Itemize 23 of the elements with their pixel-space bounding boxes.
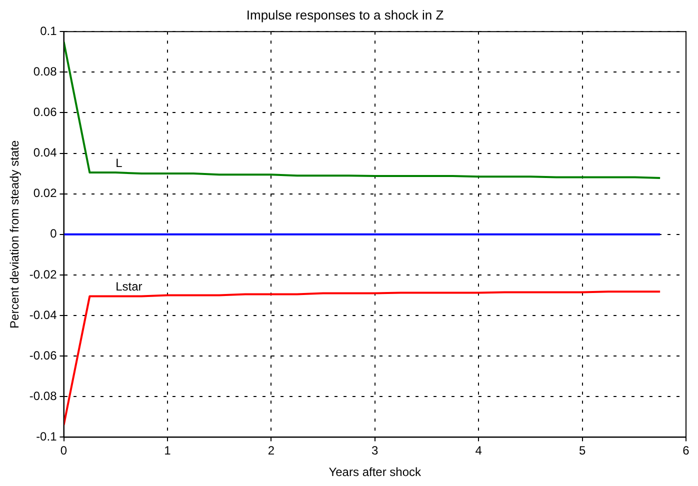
chart-title: Impulse responses to a shock in Z bbox=[246, 7, 444, 22]
x-tick-label: 0 bbox=[60, 444, 68, 458]
y-tick-label: 0.06 bbox=[33, 105, 58, 120]
y-tick-label: 0.1 bbox=[40, 24, 58, 38]
series-label: L bbox=[116, 156, 123, 170]
x-tick-label: 5 bbox=[578, 444, 586, 458]
y-tick-label: 0.08 bbox=[33, 64, 58, 78]
y-tick-label: 0.04 bbox=[33, 146, 58, 160]
y-tick-label: -0.02 bbox=[29, 267, 58, 282]
x-tick-label: 6 bbox=[682, 444, 690, 458]
x-tick-label: 1 bbox=[164, 444, 172, 458]
y-axis-title: Percent deviation from steady state bbox=[8, 140, 22, 328]
x-tick-label: 3 bbox=[372, 444, 379, 458]
y-tick-label: -0.08 bbox=[29, 388, 58, 403]
x-tick-label: 4 bbox=[475, 444, 482, 458]
y-tick-label: -0.06 bbox=[29, 348, 58, 362]
x-tick-label: 2 bbox=[268, 444, 275, 458]
y-tick-label: 0.02 bbox=[33, 186, 58, 200]
y-tick-label: -0.04 bbox=[29, 308, 58, 322]
series-label: Lstar bbox=[116, 280, 142, 294]
x-axis-title: Years after shock bbox=[328, 465, 422, 480]
y-tick-label: -0.1 bbox=[36, 430, 58, 444]
y-tick-label: 0 bbox=[50, 226, 58, 241]
